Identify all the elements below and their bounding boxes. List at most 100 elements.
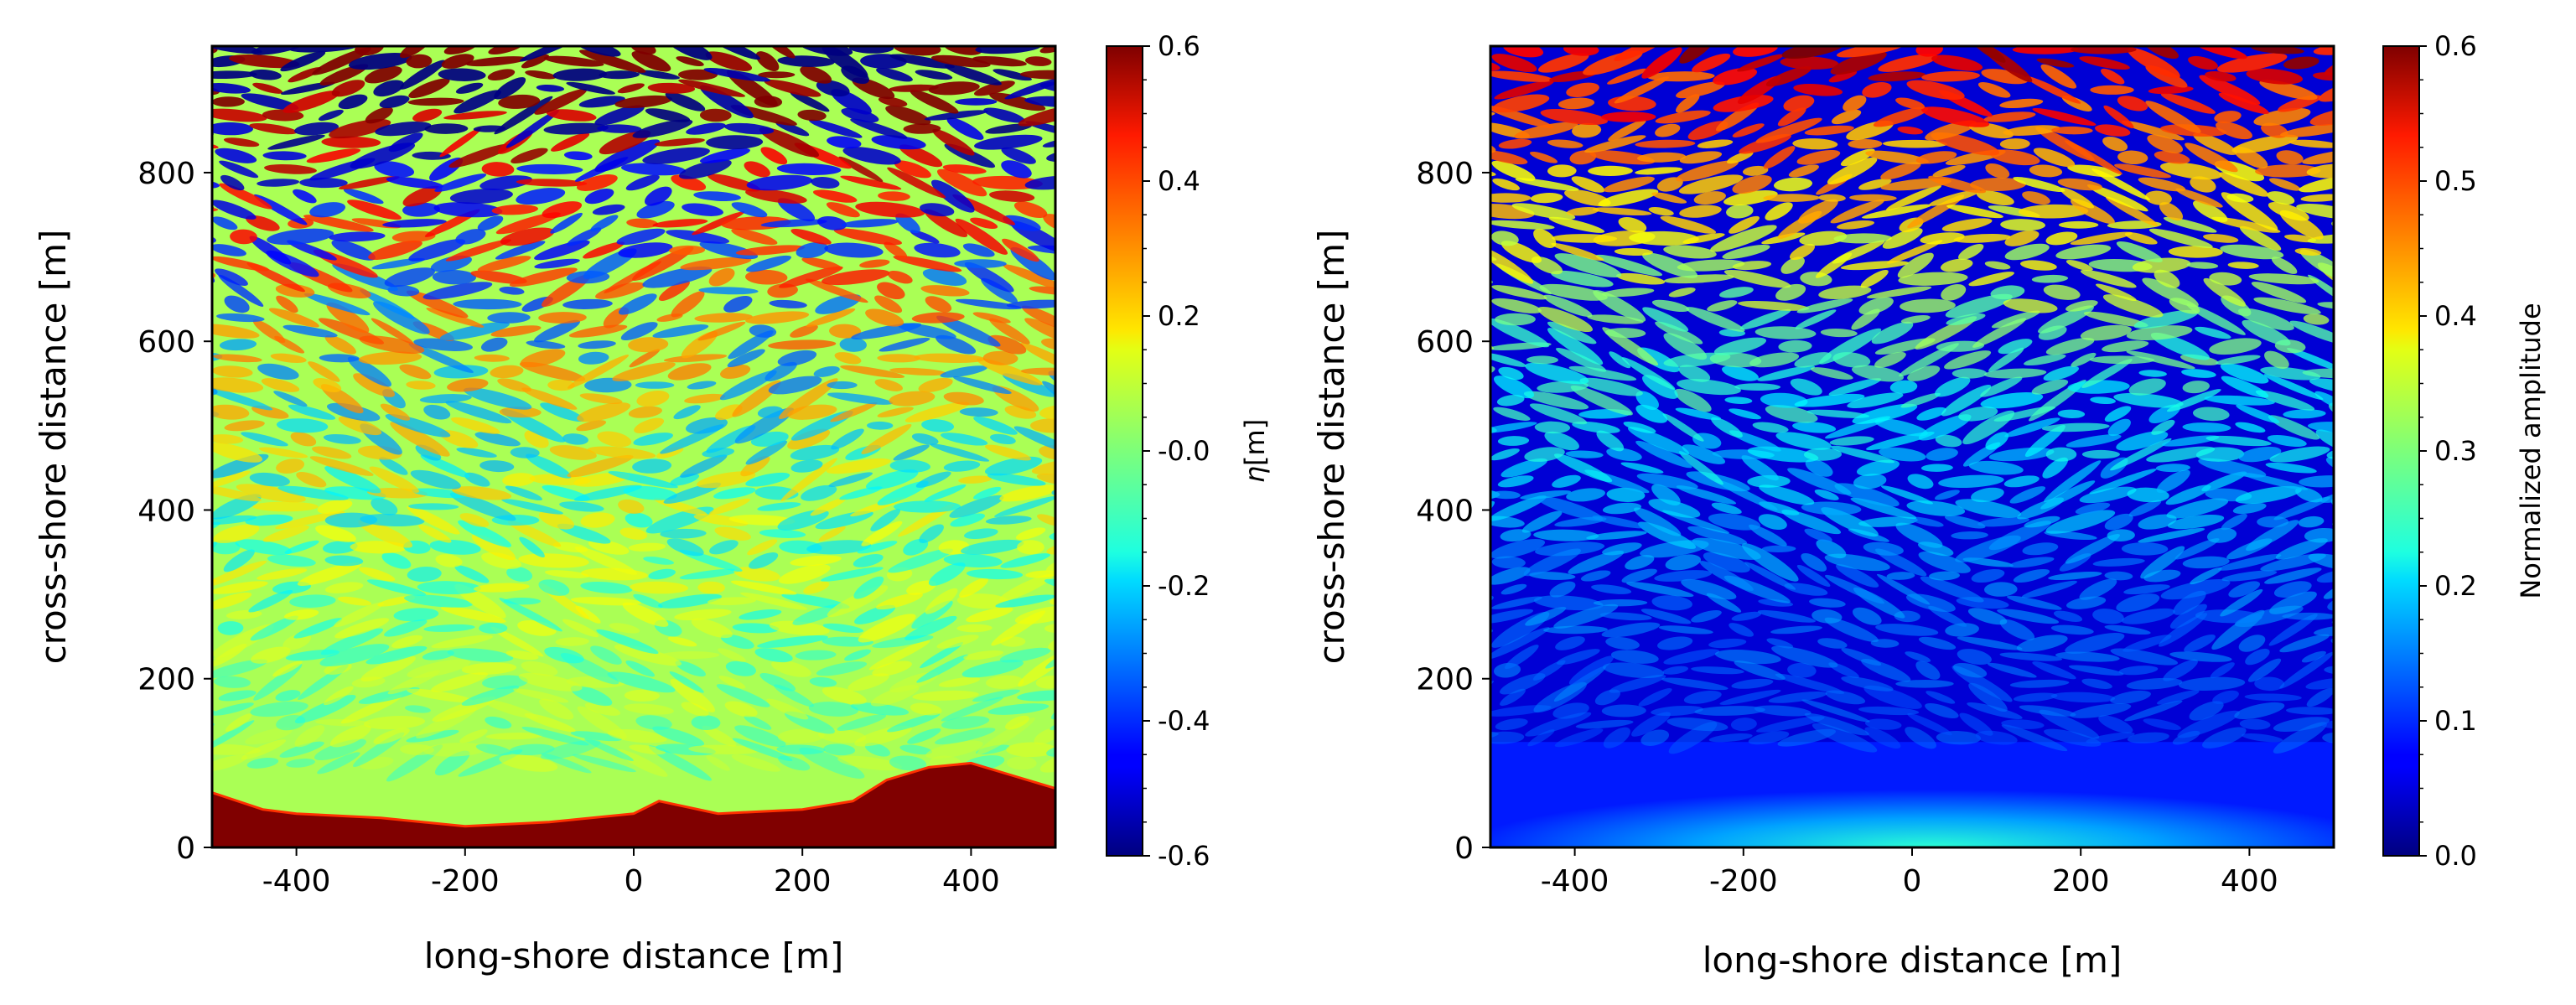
wave-crest [2057,409,2086,419]
wave-crest [1852,607,1882,625]
wave-crest [282,633,312,650]
wave-crest [355,46,385,56]
wave-crest [2220,244,2284,260]
wave-crest [2104,571,2133,581]
wave-crest [1788,164,1819,178]
wave-crest [2247,658,2282,682]
wave-crest [805,278,868,303]
wave-crest [246,757,279,769]
wave-crest [447,648,514,662]
wave-crest [716,684,770,707]
wave-crest [382,219,447,228]
wave-crest [2309,378,2334,396]
wave-crest [1935,434,1962,448]
wave-crest [2202,727,2247,749]
wave-crest [1862,204,1931,219]
wave-crest [1932,164,1966,177]
wave-crest [2260,366,2321,381]
wave-crest [1547,139,1583,148]
wave-crest [451,417,500,434]
wave-crest [803,581,830,594]
wave-crest [212,386,273,411]
wave-crest [570,597,641,606]
wave-crest [2227,262,2259,269]
wave-crest [1677,379,1741,396]
wave-crest [1592,515,1646,529]
nearshore-amplitude-zone [1490,742,2334,847]
wave-crest [391,231,436,243]
wave-crest [1931,54,1983,71]
wave-crest [2096,283,2137,302]
wave-crest [959,578,988,598]
wave-crest [972,312,1011,324]
wave-crest [360,655,416,681]
wave-crest [422,650,454,661]
wave-crest [303,293,371,316]
wave-crest [1526,355,1558,365]
wave-crest [2237,308,2294,331]
wave-crest [375,122,432,137]
wave-crest [2038,305,2094,334]
wave-crest [970,217,998,229]
wave-crest [876,593,923,610]
wave-crest [1568,655,1614,686]
wave-crest [1587,314,1644,324]
wave-crest [1666,717,1729,732]
wave-crest [1811,723,1878,753]
wave-crest [212,443,263,463]
wave-crest [2070,231,2133,246]
wave-crest [822,269,890,286]
wave-crest [2022,191,2050,205]
y-tick-label: 600 [137,325,195,360]
wave-crest [490,626,544,657]
wave-crest [448,143,512,168]
wave-crest [1918,636,1957,650]
wave-crest [580,581,633,594]
wave-crest [745,311,810,324]
wave-crest [2190,176,2216,193]
wave-crest [1654,570,1713,582]
wave-crest [1895,522,1943,548]
wave-crest [2232,502,2267,515]
wave-crest [1756,716,1825,733]
wave-crest [2090,396,2116,405]
wave-crest [1792,422,1837,433]
wave-crest [974,134,1043,150]
wave-crest [2264,567,2322,584]
wave-crest [949,495,1004,518]
wave-crest [1752,422,1789,433]
wave-crest [1708,638,1747,649]
wave-crest [358,351,422,365]
wave-crest [235,539,293,556]
wave-crest [2221,192,2278,231]
x-tick-label: -200 [431,864,500,899]
wave-crest [2148,228,2213,248]
wave-crest [2043,365,2080,381]
wave-crest [2024,354,2066,366]
wave-crest [1490,150,1528,165]
wave-crest [790,91,830,112]
wave-crest [2235,485,2302,504]
wave-crest [811,177,840,189]
wave-crest [215,268,248,287]
y-tick-label: 200 [137,663,195,697]
wave-crest [2104,513,2133,531]
wave-crest [1852,365,1904,382]
wave-crest [746,174,813,191]
wave-crest [1754,326,1817,339]
wave-crest [936,334,977,355]
wave-crest [454,90,501,114]
wave-crest [1441,43,1489,56]
wave-crest [1442,597,1488,635]
wave-crest [1563,189,1611,207]
wave-crest [1987,662,2037,678]
wave-crest [2004,230,2040,246]
wave-crest [1980,376,2023,397]
wave-crest [2195,447,2245,462]
wave-crest [1989,149,2040,166]
wave-crest [1566,82,1599,97]
wave-crest [2102,136,2128,152]
wave-crest [1529,151,1558,163]
wave-crest [1748,731,1790,745]
wave-crest [1858,179,1892,190]
